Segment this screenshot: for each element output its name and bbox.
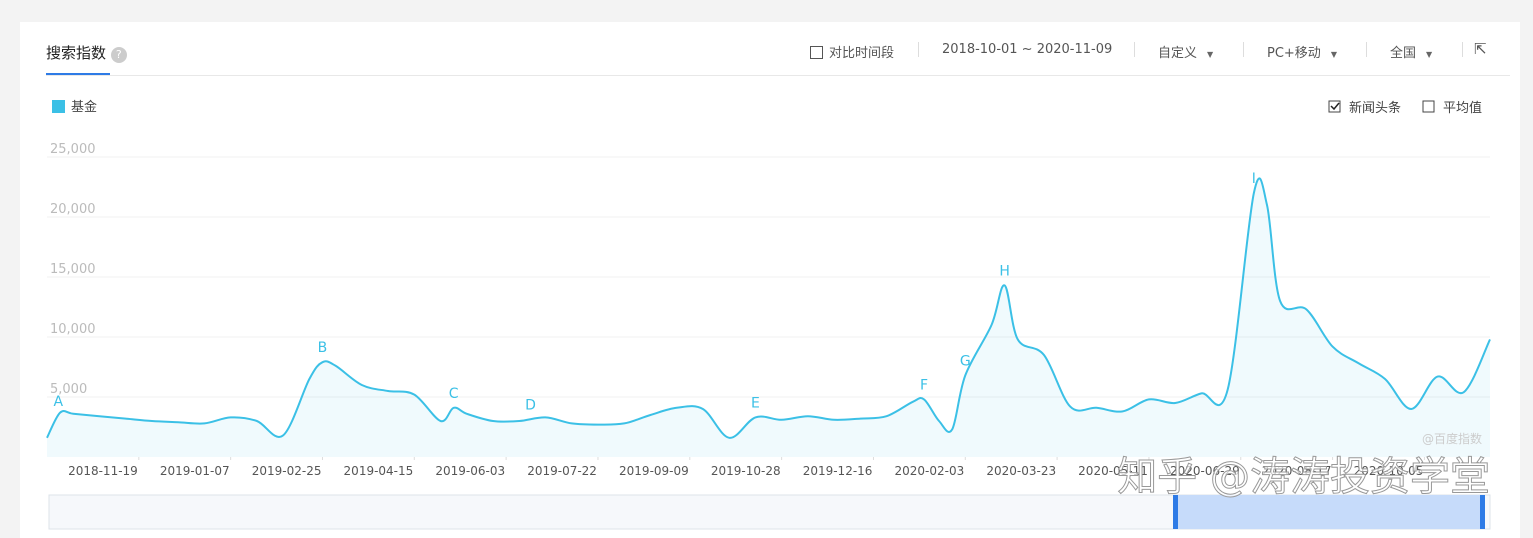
watermark: 知乎 @涛涛投资学堂 bbox=[1117, 454, 1490, 500]
tab-underline bbox=[46, 73, 110, 75]
x-tick-label: 2019-04-15 bbox=[344, 464, 414, 478]
x-tick-label: 2019-06-03 bbox=[435, 464, 505, 478]
checkbox bbox=[1328, 100, 1341, 113]
slider-selection[interactable] bbox=[1175, 495, 1482, 529]
annotation-label: G bbox=[960, 353, 971, 369]
y-tick-label: 25,000 bbox=[50, 142, 96, 157]
x-tick-label: 2019-12-16 bbox=[803, 464, 873, 478]
region-select[interactable]: 全国 ▼ bbox=[1390, 46, 1433, 61]
mode-select[interactable]: 自定义 ▼ bbox=[1158, 46, 1214, 61]
x-tick-label: 2019-10-28 bbox=[711, 464, 781, 478]
area bbox=[47, 178, 1490, 457]
annotation-label: F bbox=[920, 377, 928, 393]
mode-label: 自定义 bbox=[1158, 46, 1198, 61]
separator bbox=[918, 42, 919, 57]
annotation-label: E bbox=[751, 395, 760, 411]
x-tick-label: 2019-02-25 bbox=[252, 464, 322, 478]
slider-handle[interactable] bbox=[1173, 495, 1178, 529]
x-tick-label: 2019-09-09 bbox=[619, 464, 689, 478]
x-tick-label: 2019-01-07 bbox=[160, 464, 230, 478]
checkmark bbox=[1330, 102, 1340, 111]
x-tick-label: 2020-05-11 bbox=[1078, 464, 1148, 478]
compare-toggle[interactable]: 对比时间段 bbox=[810, 42, 894, 61]
option-toggle[interactable]: 平均值 bbox=[1422, 100, 1482, 116]
x-tick-label: 2020-06-29 bbox=[1170, 464, 1240, 478]
option-toggle[interactable]: 新闻头条 bbox=[1328, 100, 1401, 116]
y-tick-label: 10,000 bbox=[50, 322, 96, 337]
x-tick-label: 2020-08-17 bbox=[1262, 464, 1332, 478]
option-label: 新闻头条 bbox=[1349, 100, 1401, 116]
option-label: 平均值 bbox=[1443, 100, 1482, 116]
separator bbox=[1134, 42, 1135, 57]
checkbox bbox=[1422, 100, 1435, 113]
card: 搜索指数 ? 对比时间段 2018-10-01 ~ 2020-11-09 自定义… bbox=[20, 22, 1520, 538]
x-tick-label: 2020-02-03 bbox=[895, 464, 965, 478]
separator bbox=[1243, 42, 1244, 57]
legend-swatch bbox=[52, 100, 65, 113]
help-icon[interactable]: ? bbox=[110, 47, 127, 63]
region-label: 全国 bbox=[1390, 46, 1417, 61]
annotation-label: A bbox=[53, 394, 63, 410]
y-tick-label: 15,000 bbox=[50, 262, 96, 277]
tab-title[interactable]: 搜索指数 ? bbox=[46, 42, 127, 63]
separator bbox=[1366, 42, 1367, 57]
compare-label: 对比时间段 bbox=[829, 46, 895, 61]
x-tick-label: 2019-07-22 bbox=[527, 464, 597, 478]
x-tick-label: 2018-11-19 bbox=[68, 464, 138, 478]
x-tick-label: 2020-10-05 bbox=[1354, 464, 1424, 478]
y-tick-label: 5,000 bbox=[50, 382, 87, 397]
annotation-label: D bbox=[525, 397, 536, 413]
slider-handle[interactable] bbox=[1480, 495, 1485, 529]
annotation-label: C bbox=[449, 386, 459, 402]
y-tick-label: 20,000 bbox=[50, 202, 96, 217]
device-select[interactable]: PC+移动 ▼ bbox=[1267, 46, 1337, 61]
tab-title-text: 搜索指数 bbox=[46, 44, 107, 62]
separator bbox=[1462, 42, 1463, 57]
legend-label: 基金 bbox=[71, 99, 97, 115]
annotation-label: I bbox=[1252, 171, 1256, 187]
annotation-label: H bbox=[999, 263, 1010, 279]
header-divider bbox=[46, 75, 1510, 76]
annotation-label: B bbox=[318, 340, 328, 356]
device-label: PC+移动 bbox=[1267, 46, 1321, 61]
x-tick-label: 2020-03-23 bbox=[986, 464, 1056, 478]
date-range[interactable]: 2018-10-01 ~ 2020-11-09 bbox=[942, 42, 1113, 57]
source-label: @百度指数 bbox=[1422, 431, 1482, 446]
line bbox=[46, 177, 1491, 439]
export-icon[interactable]: ⇱ bbox=[1474, 40, 1487, 58]
